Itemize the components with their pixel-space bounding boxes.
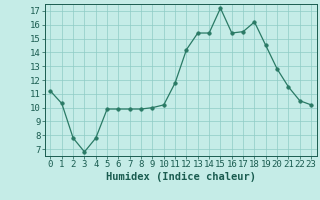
X-axis label: Humidex (Indice chaleur): Humidex (Indice chaleur) xyxy=(106,172,256,182)
